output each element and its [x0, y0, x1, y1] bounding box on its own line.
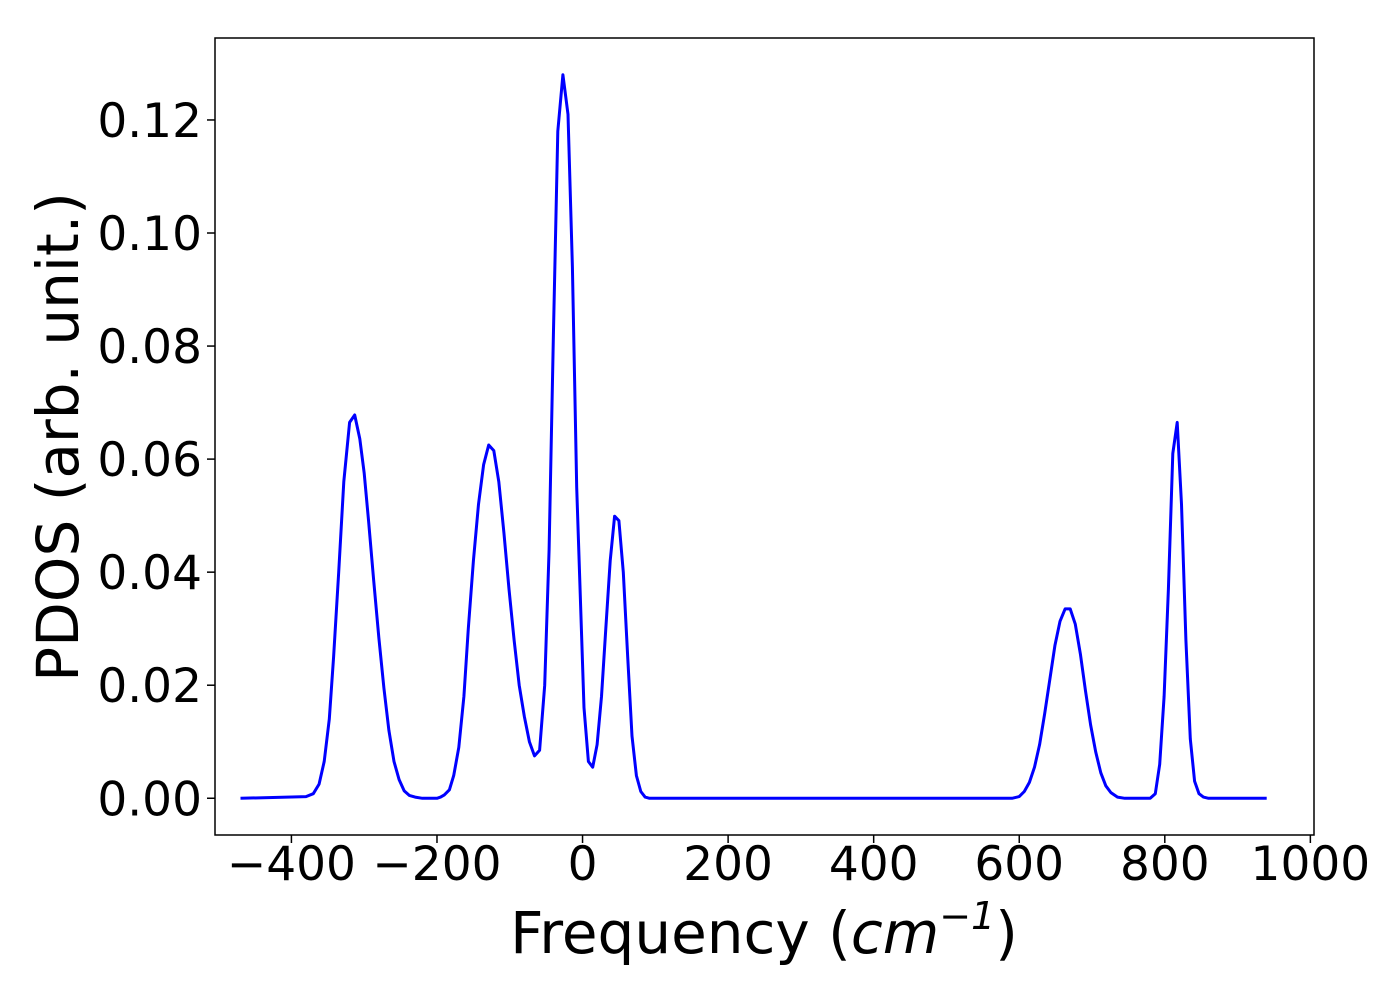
x-tick-label: −400: [227, 837, 356, 892]
x-tick-label: 200: [683, 837, 773, 892]
x-axis-title: Frequency (cm−1): [510, 894, 1018, 967]
y-tick-label: 0.10: [97, 207, 202, 262]
x-tick-label: 800: [1120, 837, 1210, 892]
x-axis-title-exponent: −1: [939, 894, 995, 938]
y-tick-label: 0.06: [97, 433, 202, 488]
y-tick-label: 0.00: [97, 772, 202, 827]
x-tick-label: 1000: [1251, 837, 1371, 892]
y-tick-label: 0.08: [97, 320, 202, 375]
x-axis-title-unit: cm: [851, 899, 939, 967]
pdos-series-line: [240, 73, 1267, 800]
y-axis-ticks: 0.00 0.02 0.04 0.06 0.08 0.10 0.12: [97, 94, 215, 827]
x-tick-label: −200: [372, 837, 501, 892]
x-tick-label: 400: [829, 837, 919, 892]
x-tick-label: 0: [568, 837, 598, 892]
plot-frame: [214, 37, 1315, 836]
x-axis-title-prefix: Frequency (: [510, 899, 851, 967]
y-axis-title: PDOS (arb. unit.): [24, 192, 92, 682]
y-tick-label: 0.02: [97, 659, 202, 714]
x-tick-label: 600: [974, 837, 1064, 892]
y-tick-label: 0.12: [97, 94, 202, 149]
y-tick-label: 0.04: [97, 546, 202, 601]
x-axis-ticks: −400 −200 0 200 400 600 800 1000: [227, 835, 1370, 892]
x-axis-title-suffix: ): [995, 899, 1018, 967]
